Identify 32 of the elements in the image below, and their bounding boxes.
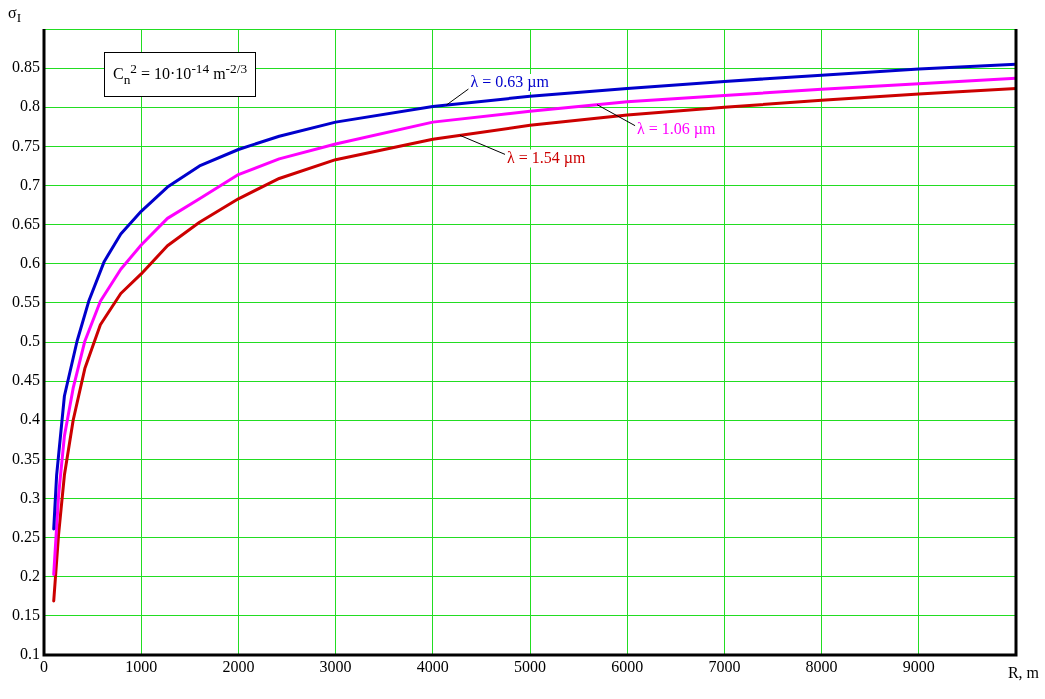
x-tick-label: 2000: [222, 657, 255, 675]
x-tick-label: 6000: [611, 657, 644, 675]
y-tick-label: 0.85: [12, 58, 40, 76]
x-tick-label: 8000: [805, 657, 838, 675]
x-tick-label: 5000: [514, 657, 546, 675]
y-tick-label: 0.35: [12, 449, 40, 467]
y-tick-label: 0.6: [20, 253, 40, 271]
series-label: λ = 1.54 µm: [507, 148, 587, 167]
y-tick-label: 0.1: [20, 645, 40, 663]
y-axis-title: σ$_{I}$: [8, 4, 22, 27]
y-tick-label: 0.5: [20, 332, 40, 350]
y-tick-label: 0.45: [12, 371, 40, 389]
x-tick-label: 9000: [902, 657, 935, 675]
y-tick-label: 0.55: [12, 293, 40, 311]
x-tick-label: 1000: [125, 657, 158, 675]
series-label: λ = 0.63 µm: [470, 73, 550, 92]
y-tick-label: 0.15: [12, 606, 40, 624]
x-tick-label: 4000: [416, 657, 449, 675]
y-tick-label: 0.3: [20, 488, 40, 506]
x-tick-label: 3000: [319, 657, 352, 675]
y-tick-label: 0.2: [20, 566, 40, 584]
x-tick-label: 0: [40, 657, 48, 675]
y-tick-label: 0.65: [12, 214, 40, 232]
annotation: C$_{n}$$^{2}$ = 10·10$^{-14}$ m$^{-2/3}$: [104, 52, 257, 97]
y-tick-label: 0.7: [20, 175, 40, 193]
y-tick-label: 0.8: [20, 97, 40, 115]
series-label: λ = 1.06 µm: [637, 119, 717, 138]
y-tick-label: 0.75: [12, 136, 40, 154]
x-tick-label: 7000: [708, 657, 741, 675]
y-tick-label: 0.4: [20, 410, 40, 428]
y-tick-label: 0.25: [12, 527, 40, 545]
x-axis-title: R, m: [1007, 664, 1039, 682]
